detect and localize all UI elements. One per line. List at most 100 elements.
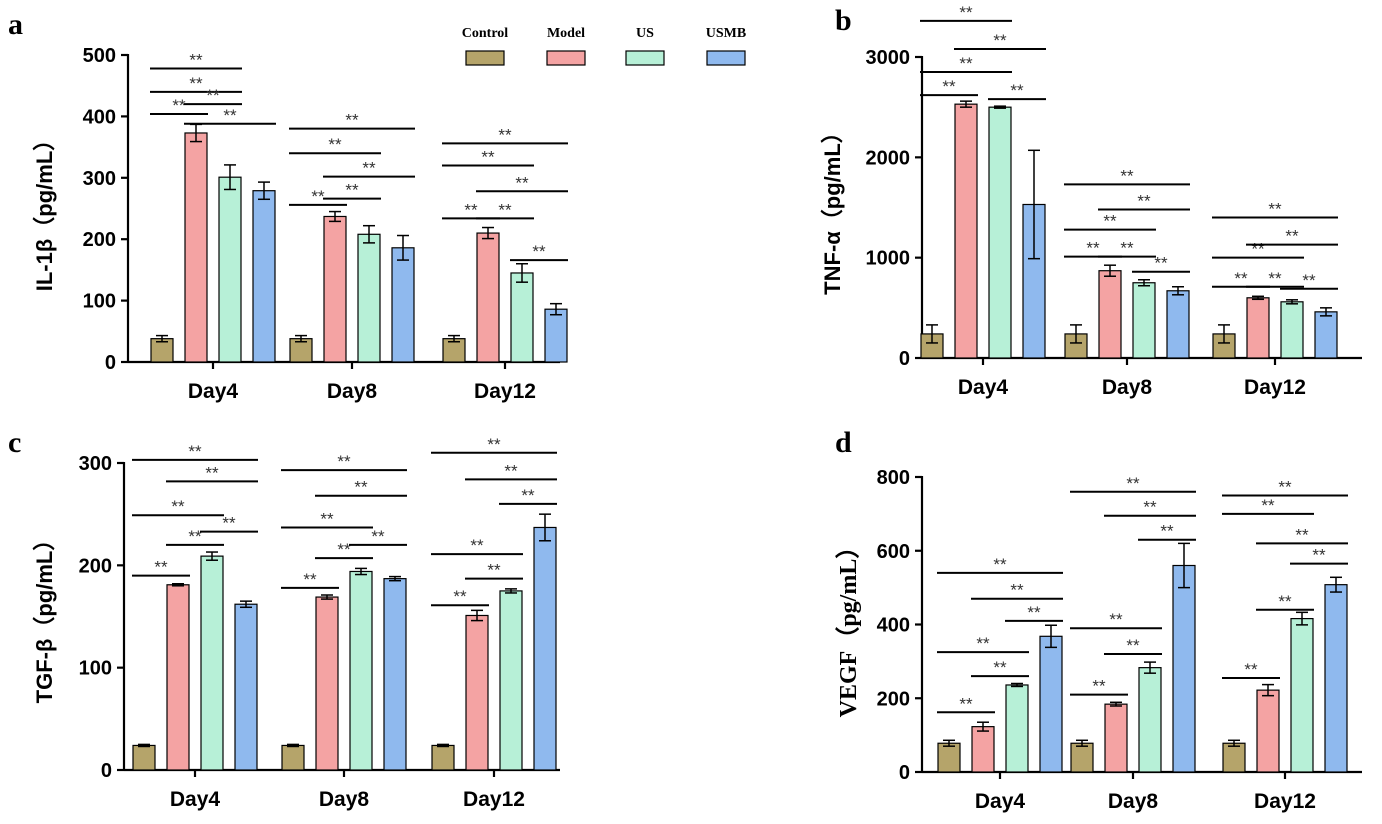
error-bar [1138, 278, 1150, 287]
error-bar [1252, 295, 1264, 301]
bar-model-day12 [1246, 297, 1270, 359]
error-bar [1228, 739, 1240, 747]
x-tick-label: Day8 [319, 788, 370, 811]
error-bar [1104, 264, 1116, 277]
x-tick-label: Day8 [1102, 376, 1153, 399]
panel-letter: c [8, 426, 21, 459]
y-tick-label: 3000 [866, 47, 911, 69]
error-bar [437, 743, 449, 748]
y-tick-label: 500 [83, 45, 116, 67]
significance-label: ** [1302, 271, 1316, 290]
bar-us-day4 [1005, 684, 1029, 773]
significance-label: ** [1086, 239, 1100, 258]
significance-label: ** [470, 536, 484, 555]
error-bar [258, 181, 270, 201]
significance-bracket: ** [132, 558, 190, 577]
panel-d: d VEGF（pg/mL） 0 200 400 600 800 Day4 Day8 Day12 **… [835, 426, 1362, 813]
error-bar [539, 513, 551, 542]
y-tick-label: 1000 [866, 248, 911, 270]
significance-bracket: ** [1070, 677, 1128, 696]
significance-bracket: ** [150, 74, 242, 93]
significance-label: ** [189, 51, 203, 70]
significance-label: ** [464, 200, 478, 219]
error-bar [505, 588, 517, 594]
significance-label: ** [222, 514, 236, 533]
y-axis-label: IL-1β（pg/mL） [32, 129, 57, 292]
panel-letter: d [835, 426, 852, 459]
significance-label: ** [189, 74, 203, 93]
significance-label: ** [504, 461, 518, 480]
bar-usmb-day4 [234, 603, 258, 771]
error-bar [1076, 739, 1088, 747]
legend-swatch [465, 50, 505, 66]
significance-label: ** [487, 561, 501, 580]
bar-usmb-day8 [391, 247, 415, 363]
significance-label: ** [993, 658, 1007, 677]
y-tick-label: 0 [899, 348, 910, 370]
significance-bracket: ** [442, 148, 534, 167]
significance-label: ** [303, 570, 317, 589]
bar-model-day8 [1104, 703, 1128, 773]
significance-label: ** [1143, 498, 1157, 517]
significance-bracket: ** [431, 536, 523, 556]
significance-label: ** [1120, 239, 1134, 258]
significance-label: ** [976, 634, 990, 653]
significance-bracket: ** [499, 486, 557, 505]
significance-bracket: ** [971, 581, 1063, 600]
x-tick-label: Day12 [1244, 376, 1306, 399]
y-axis-label: TGF-β（pg/mL） [32, 529, 57, 704]
significance-bracket: ** [1005, 603, 1063, 622]
significance-bracket: ** [1098, 239, 1156, 258]
x-tick-label: Day4 [188, 380, 239, 403]
significance-bracket: ** [1256, 525, 1348, 545]
significance-label: ** [154, 558, 168, 577]
bar-usmb-day8 [383, 578, 407, 771]
significance-bracket: ** [465, 561, 523, 580]
significance-bracket: ** [150, 51, 242, 70]
y-axis-label: TNF-α（pg/mL） [820, 121, 845, 295]
error-bar [1178, 542, 1190, 589]
x-tick-label: Day8 [327, 380, 378, 403]
bar-model-day4 [184, 132, 208, 363]
panel-a: a IL-1β（pg/mL） 0 100 200 300 400 500 Day4 Day8 Day… [8, 8, 568, 403]
bar-model-day12 [476, 232, 500, 363]
bar-model-day12 [1256, 689, 1280, 773]
significance-label: ** [1154, 254, 1168, 273]
significance-bracket: ** [1222, 660, 1280, 679]
significance-bracket: ** [476, 173, 568, 193]
significance-label: ** [362, 159, 376, 178]
significance-bracket: ** [1256, 592, 1314, 611]
significance-label: ** [521, 486, 535, 505]
significance-bracket: ** [1280, 271, 1338, 290]
bar-us-day8 [1132, 282, 1156, 359]
panel-letter: b [835, 4, 852, 37]
error-bar [1218, 324, 1230, 344]
significance-label: ** [1295, 525, 1309, 544]
significance-bracket: ** [1246, 269, 1304, 288]
significance-label: ** [345, 111, 359, 130]
significance-label: ** [487, 435, 501, 454]
x-tick-label: Day12 [474, 380, 536, 403]
significance-bracket: ** [937, 634, 1029, 654]
significance-label: ** [942, 77, 956, 96]
significance-label: ** [959, 3, 973, 22]
bar-model-day4 [971, 726, 995, 773]
legend-swatch [625, 50, 665, 66]
bar-control-day8 [1070, 742, 1094, 773]
significance-label: ** [1092, 677, 1106, 696]
significance-label: ** [371, 527, 385, 546]
legend-item-usmb: USMB [706, 26, 746, 66]
error-bar [1172, 286, 1184, 296]
legend-item-model: Model [546, 26, 586, 66]
significance-label: ** [1120, 166, 1134, 185]
significance-bracket: ** [442, 125, 568, 145]
significance-bracket: ** [1246, 227, 1338, 246]
bar-model-day4 [166, 584, 190, 771]
error-bar [994, 105, 1006, 109]
y-tick-label: 100 [83, 291, 116, 313]
significance-label: ** [1312, 546, 1326, 565]
y-tick-label: 0 [899, 762, 910, 784]
error-bar [977, 721, 989, 732]
error-bar [287, 743, 299, 748]
significance-label: ** [1285, 227, 1299, 246]
